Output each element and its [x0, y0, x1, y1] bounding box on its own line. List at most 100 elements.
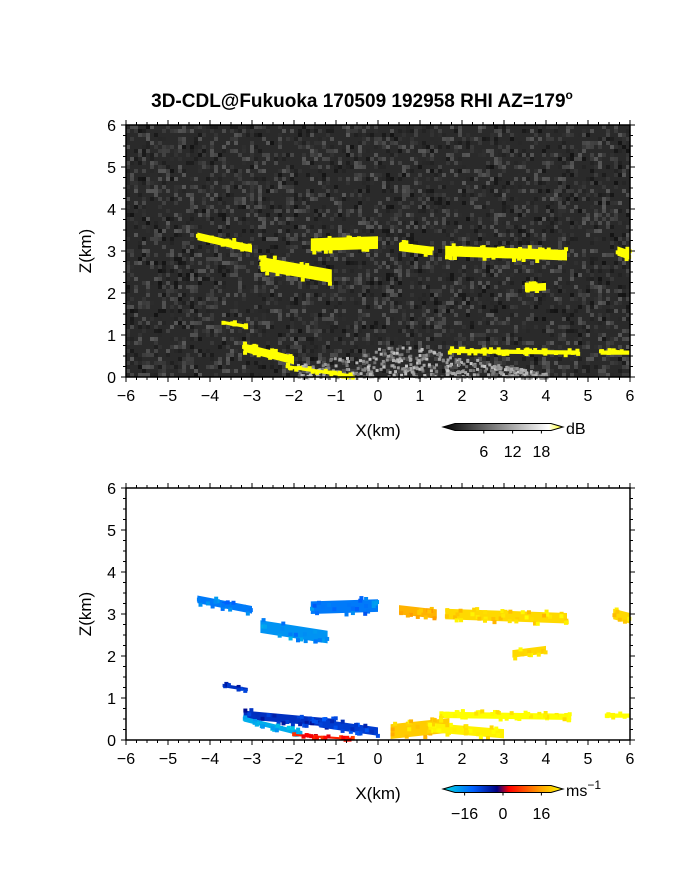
noise-pixel [254, 253, 258, 257]
noise-pixel [238, 129, 242, 133]
noise-pixel [542, 297, 546, 301]
noise-pixel [302, 337, 306, 341]
noise-pixel [162, 229, 166, 233]
noise-pixel [146, 137, 150, 141]
noise-pixel [334, 185, 338, 189]
noise-pixel [310, 341, 314, 345]
noise-pixel [446, 209, 450, 213]
noise-pixel [518, 337, 522, 341]
noise-pixel [606, 233, 610, 237]
noise-pixel [326, 329, 330, 333]
noise-pixel [522, 165, 526, 169]
noise-pixel [478, 193, 482, 197]
noise-pixel [626, 357, 630, 361]
noise-pixel [210, 329, 214, 333]
noise-pixel [246, 269, 250, 273]
noise-pixel [622, 293, 626, 297]
noise-pixel [422, 145, 426, 149]
noise-pixel [466, 145, 470, 149]
noise-pixel [494, 317, 498, 321]
noise-pixel [306, 173, 310, 177]
echo-pixel [317, 247, 322, 252]
noise-pixel [622, 141, 626, 145]
noise-pixel [266, 297, 270, 301]
noise-pixel [358, 369, 362, 373]
noise-pixel [206, 205, 210, 209]
noise-pixel [546, 161, 550, 165]
echo-pixel [255, 713, 260, 718]
noise-pixel [502, 129, 506, 133]
noise-pixel [234, 349, 238, 353]
noise-pixel [302, 309, 306, 313]
noise-pixel [494, 281, 498, 285]
noise-pixel [562, 337, 566, 341]
noise-pixel [494, 273, 498, 277]
noise-pixel [218, 225, 222, 229]
noise-pixel [314, 293, 318, 297]
noise-pixel [202, 145, 206, 149]
noise-pixel [214, 173, 218, 177]
noise-pixel [594, 181, 598, 185]
haze-pixel [361, 359, 365, 363]
noise-pixel [326, 301, 330, 305]
haze-pixel [410, 370, 414, 374]
noise-pixel [598, 213, 602, 217]
noise-pixel [414, 181, 418, 185]
noise-pixel [210, 277, 214, 281]
echo-pixel [269, 261, 274, 266]
noise-pixel [510, 333, 514, 337]
haze-pixel [500, 372, 504, 376]
noise-pixel [178, 213, 182, 217]
noise-pixel [310, 297, 314, 301]
noise-pixel [278, 317, 282, 321]
noise-pixel [558, 157, 562, 161]
noise-pixel [334, 213, 338, 217]
noise-pixel [286, 221, 290, 225]
noise-pixel [386, 265, 390, 269]
noise-pixel [202, 161, 206, 165]
noise-pixel [570, 277, 574, 281]
noise-pixel [446, 153, 450, 157]
noise-pixel [358, 193, 362, 197]
noise-pixel [306, 241, 310, 245]
noise-pixel [186, 325, 190, 329]
noise-pixel [562, 313, 566, 317]
noise-pixel [150, 301, 154, 305]
noise-pixel [366, 165, 370, 169]
noise-pixel [486, 137, 490, 141]
noise-pixel [470, 137, 474, 141]
noise-pixel [398, 233, 402, 237]
noise-pixel [290, 345, 294, 349]
echo-pixel [276, 721, 281, 726]
noise-pixel [130, 157, 134, 161]
noise-pixel [146, 181, 150, 185]
echo-pixel [347, 235, 352, 240]
noise-pixel [538, 177, 542, 181]
noise-pixel [426, 185, 430, 189]
noise-pixel [466, 141, 470, 145]
noise-pixel [566, 217, 570, 221]
noise-pixel [546, 225, 550, 229]
noise-pixel [482, 125, 486, 129]
noise-pixel [566, 129, 570, 133]
noise-pixel [462, 189, 466, 193]
noise-pixel [194, 145, 198, 149]
haze-pixel [398, 357, 402, 361]
noise-pixel [214, 333, 218, 337]
noise-pixel [238, 357, 242, 361]
noise-pixel [602, 197, 606, 201]
noise-pixel [606, 197, 610, 201]
noise-pixel [574, 365, 578, 369]
noise-pixel [434, 329, 438, 333]
noise-pixel [550, 353, 554, 357]
y-axis-label: Z(km) [76, 229, 95, 273]
noise-pixel [606, 273, 610, 277]
echo-pixel [399, 611, 404, 616]
noise-pixel [550, 321, 554, 325]
noise-pixel [170, 241, 174, 245]
noise-pixel [402, 205, 406, 209]
noise-pixel [182, 341, 186, 345]
noise-pixel [490, 329, 494, 333]
noise-pixel [390, 277, 394, 281]
echo-pixel [244, 325, 249, 330]
